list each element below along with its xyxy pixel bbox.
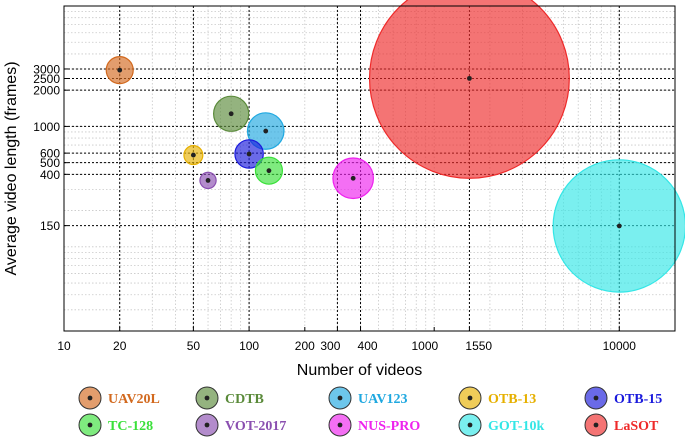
legend-item-otb-13: OTB-13 xyxy=(458,386,536,410)
y-tick-label: 500 xyxy=(40,156,60,170)
legend-label: OTB-13 xyxy=(488,392,536,407)
bubble-center-cdtb xyxy=(228,111,234,117)
legend-label: LaSOT xyxy=(614,419,659,434)
legend-label: TC-128 xyxy=(108,419,153,434)
bubble-center-vot-2017 xyxy=(205,178,211,183)
legend-label: UAV20L xyxy=(108,392,160,407)
legend-label: VOT-2017 xyxy=(225,419,286,434)
bubble-series xyxy=(105,0,685,293)
bubble-center-tc-128 xyxy=(266,168,272,174)
x-tick-label: 1550 xyxy=(465,339,492,353)
legend-marker-center xyxy=(467,422,473,428)
y-tick-label: 150 xyxy=(40,219,60,233)
bubble-center-otb-15 xyxy=(246,151,252,157)
x-tick-label: 10000 xyxy=(603,339,637,353)
y-tick-label: 1000 xyxy=(33,120,60,134)
legend-marker-center xyxy=(593,395,599,401)
bubble-center-uav20l xyxy=(117,67,123,73)
y-tick-label: 3000 xyxy=(33,62,60,76)
x-tick-label: 20 xyxy=(113,339,127,353)
legend-marker-center xyxy=(337,422,343,428)
legend-item-uav20l: UAV20L xyxy=(78,386,160,410)
x-axis-title: Number of videos xyxy=(297,362,422,379)
legend-item-nus-pro: NUS-PRO xyxy=(328,413,420,437)
bubble-center-nus-pro xyxy=(350,175,356,181)
legend-label: OTB-15 xyxy=(614,392,662,407)
plot-frame xyxy=(63,5,676,332)
bubble-center-lasot xyxy=(467,75,472,81)
x-tick-label: 50 xyxy=(187,339,201,353)
x-tick-label: 1000 xyxy=(411,339,438,353)
legend: UAV20L CDTB UAV123 OTB-13 OTB-15 TC-128 VOT-20… xyxy=(78,386,662,437)
y-axis-title: Average video length (frames) xyxy=(3,61,20,275)
legend-item-lasot: LaSOT xyxy=(584,413,659,437)
legend-item-got-10k: GOT-10k xyxy=(458,413,544,437)
bubble-center-uav123 xyxy=(263,128,269,134)
legend-label: UAV123 xyxy=(358,392,408,407)
y-tick-label: 600 xyxy=(40,147,60,161)
legend-label: CDTB xyxy=(225,392,264,407)
legend-item-tc-128: TC-128 xyxy=(78,413,153,437)
legend-marker-center xyxy=(87,422,93,428)
legend-item-cdtb: CDTB xyxy=(195,386,264,410)
x-tick-label: 300 xyxy=(320,339,340,353)
legend-marker-center xyxy=(204,395,210,401)
legend-marker-center xyxy=(593,422,599,428)
legend-marker-center xyxy=(204,422,210,428)
legend-item-uav123: UAV123 xyxy=(328,386,408,410)
bubble-center-got-10k xyxy=(616,223,622,229)
legend-item-vot-2017: VOT-2017 xyxy=(195,413,286,437)
legend-label: GOT-10k xyxy=(488,419,544,434)
grid xyxy=(63,5,676,332)
x-tick-label: 200 xyxy=(295,339,315,353)
x-tick-label: 400 xyxy=(358,339,378,353)
y-tick-label: 400 xyxy=(40,168,60,182)
legend-marker-center xyxy=(87,395,93,401)
legend-label: NUS-PRO xyxy=(358,419,420,434)
bubble-lasot xyxy=(368,0,570,179)
legend-marker-center xyxy=(337,395,343,401)
x-tick-label: 100 xyxy=(239,339,259,353)
x-axis-ticks: 10 20 50 100 200 300 400 1000 1550 10000 xyxy=(57,327,636,353)
legend-item-otb-15: OTB-15 xyxy=(584,386,662,410)
y-tick-label: 2500 xyxy=(33,72,60,86)
legend-marker-center xyxy=(467,395,473,401)
bubble-center-otb-13 xyxy=(190,152,196,158)
x-tick-label: 10 xyxy=(57,339,71,353)
y-tick-label: 2000 xyxy=(33,84,60,98)
